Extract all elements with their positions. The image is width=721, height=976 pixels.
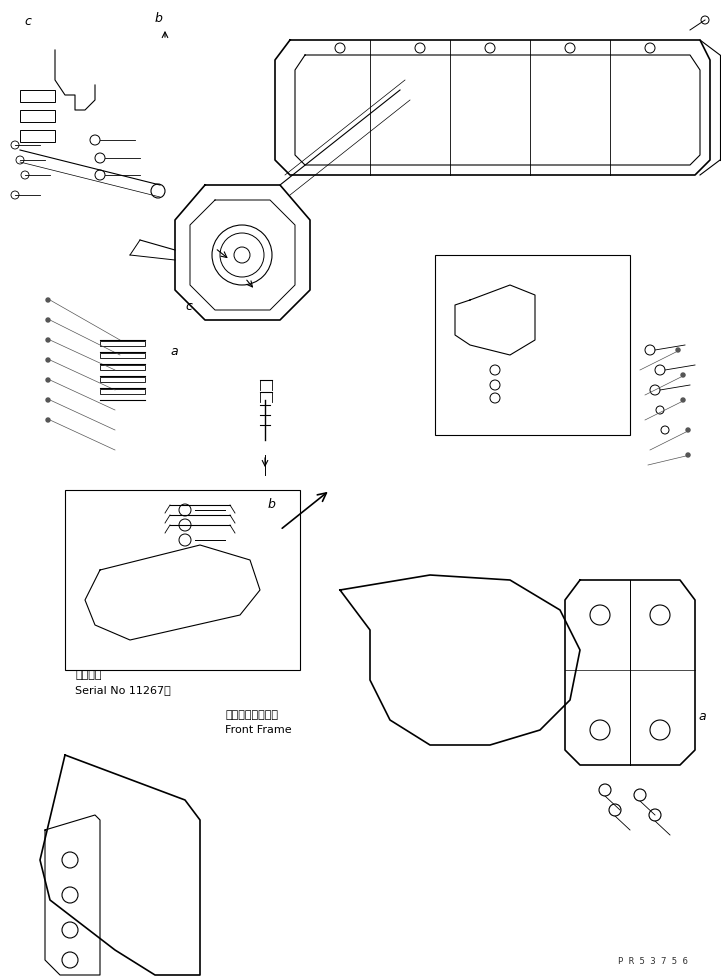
Circle shape [46,418,50,422]
Circle shape [46,298,50,302]
Text: フロントフレーム: フロントフレーム [225,710,278,720]
Text: P R 5 3 7 5 6: P R 5 3 7 5 6 [618,957,688,966]
Circle shape [686,453,690,457]
Text: b: b [268,498,276,511]
Bar [100,341,145,346]
Bar [100,365,145,370]
Bar [20,110,55,122]
Text: c: c [24,15,31,28]
Text: a: a [698,710,706,723]
Circle shape [681,398,685,402]
Circle shape [46,358,50,362]
Bar [100,389,145,394]
Text: Front Frame: Front Frame [225,725,291,735]
Bar [100,377,145,382]
Circle shape [676,348,680,352]
Text: a: a [170,345,177,358]
Circle shape [46,378,50,382]
Bar [65,490,300,670]
Text: 適用号機: 適用号機 [75,670,102,680]
Bar [20,90,55,102]
Circle shape [46,318,50,322]
Circle shape [686,428,690,432]
Bar [100,353,145,358]
Text: Serial No 11267～: Serial No 11267～ [75,685,171,695]
Text: c: c [185,300,192,313]
Circle shape [46,398,50,402]
Circle shape [681,373,685,377]
Circle shape [46,338,50,342]
Bar [435,255,630,435]
Text: b: b [155,12,163,25]
Bar [20,130,55,142]
